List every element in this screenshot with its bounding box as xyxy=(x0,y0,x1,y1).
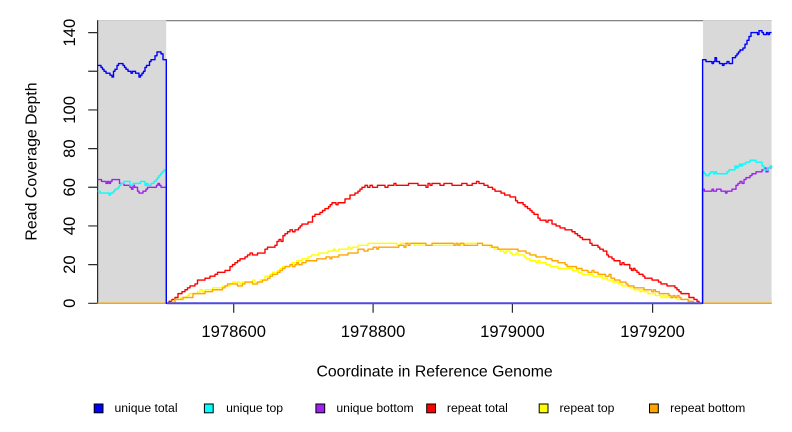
svg-text:unique top: unique top xyxy=(226,401,283,415)
svg-text:repeat total: repeat total xyxy=(447,401,508,415)
svg-text:1978800: 1978800 xyxy=(341,322,406,341)
svg-text:repeat top: repeat top xyxy=(560,401,615,415)
svg-text:1979200: 1979200 xyxy=(620,322,685,341)
svg-text:Read Coverage Depth: Read Coverage Depth xyxy=(24,82,41,240)
svg-text:20: 20 xyxy=(60,255,79,273)
svg-text:80: 80 xyxy=(60,139,79,157)
svg-text:1978600: 1978600 xyxy=(201,322,266,341)
svg-text:repeat bottom: repeat bottom xyxy=(670,401,745,415)
svg-text:unique total: unique total xyxy=(115,401,178,415)
svg-text:40: 40 xyxy=(60,217,79,235)
svg-text:1979000: 1979000 xyxy=(480,322,545,341)
svg-text:100: 100 xyxy=(60,96,79,124)
svg-text:60: 60 xyxy=(60,178,79,196)
svg-text:unique bottom: unique bottom xyxy=(336,401,413,415)
svg-text:140: 140 xyxy=(60,19,79,47)
svg-text:Coordinate in Reference Genome: Coordinate in Reference Genome xyxy=(316,364,552,381)
svg-text:0: 0 xyxy=(60,299,79,308)
